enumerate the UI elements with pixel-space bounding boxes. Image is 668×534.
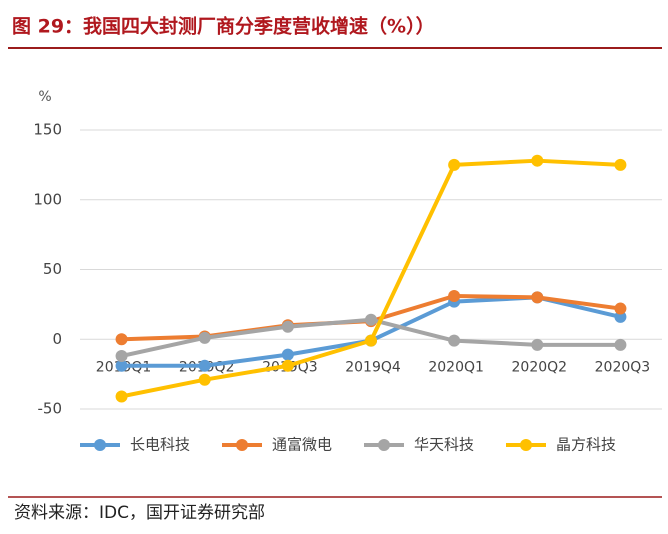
data-point [115, 349, 128, 362]
data-point [365, 313, 377, 326]
legend-marker [520, 439, 532, 451]
data-point [531, 291, 544, 304]
data-point [365, 334, 377, 347]
data-point [614, 310, 627, 323]
y-tick-label: 150 [33, 121, 62, 139]
legend-label: 华天科技 [414, 436, 474, 454]
data-point [198, 373, 211, 386]
data-point [448, 290, 461, 303]
legend-label: 长电科技 [130, 436, 190, 454]
y-tick-label: 50 [43, 260, 62, 278]
legend-label: 通富微电 [272, 436, 332, 454]
x-tick-label: 2020Q1 [428, 359, 484, 375]
x-tick-label: 2020Q3 [595, 359, 651, 375]
x-tick-label: 2019Q4 [345, 359, 401, 375]
data-point [115, 390, 128, 403]
chart-title: 图 29：我国四大封测厂商分季度营收增速（%）） [12, 15, 435, 38]
y-tick-label: -50 [38, 400, 63, 418]
y-tick-label: 100 [33, 190, 62, 208]
data-point [115, 359, 128, 372]
y-tick-label: 0 [52, 330, 62, 348]
data-point [448, 334, 461, 347]
legend-marker [378, 439, 390, 451]
data-point [614, 338, 627, 351]
source-note: 资料来源：IDC，国开证券研究部 [14, 503, 265, 523]
y-axis-unit: % [38, 89, 51, 105]
data-point [614, 302, 627, 315]
legend-marker [94, 439, 106, 451]
legend-marker [236, 439, 248, 451]
data-point [448, 158, 461, 171]
data-point [198, 331, 211, 344]
data-point [281, 348, 294, 361]
data-point [281, 320, 294, 333]
data-point [531, 154, 544, 167]
legend-label: 晶方科技 [556, 436, 616, 454]
data-point [614, 158, 627, 171]
data-point [115, 333, 128, 346]
series-line [121, 295, 621, 368]
data-point [531, 338, 544, 351]
data-point [198, 359, 211, 372]
data-point [281, 359, 294, 372]
x-tick-label: 2020Q2 [512, 359, 568, 375]
